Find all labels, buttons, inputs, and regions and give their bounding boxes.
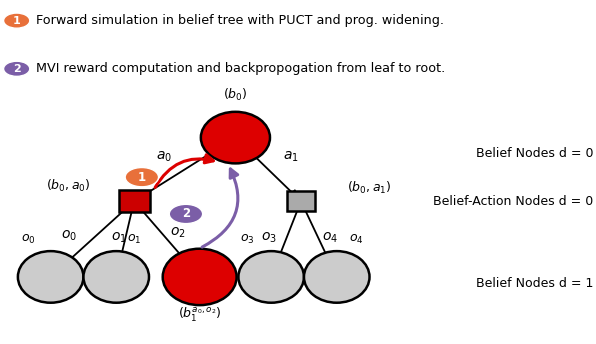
Text: $o_3$: $o_3$ bbox=[240, 233, 254, 246]
Text: Belief-Action Nodes d = 0: Belief-Action Nodes d = 0 bbox=[433, 195, 593, 208]
Ellipse shape bbox=[18, 251, 83, 303]
Text: $a_1$: $a_1$ bbox=[283, 149, 299, 164]
Circle shape bbox=[4, 61, 30, 76]
Text: Belief Nodes d = 1: Belief Nodes d = 1 bbox=[476, 277, 593, 290]
Text: $(b_0)$: $(b_0)$ bbox=[223, 87, 248, 103]
Text: $(b_0, a_1)$: $(b_0, a_1)$ bbox=[347, 180, 392, 195]
Circle shape bbox=[169, 204, 203, 224]
Text: 1: 1 bbox=[138, 171, 146, 184]
FancyBboxPatch shape bbox=[287, 191, 315, 211]
Text: $o_1$: $o_1$ bbox=[127, 233, 141, 246]
Circle shape bbox=[4, 13, 30, 28]
Text: $o_0$: $o_0$ bbox=[61, 228, 76, 243]
Text: 2: 2 bbox=[13, 64, 21, 74]
Text: Belief Nodes d = 0: Belief Nodes d = 0 bbox=[476, 147, 593, 160]
Text: $o_2$: $o_2$ bbox=[170, 226, 185, 240]
Ellipse shape bbox=[201, 112, 270, 163]
Text: $o_1$: $o_1$ bbox=[111, 231, 127, 245]
Text: Forward simulation in belief tree with PUCT and prog. widening.: Forward simulation in belief tree with P… bbox=[36, 14, 444, 27]
Text: $(b_1^{a_0,o_2})$: $(b_1^{a_0,o_2})$ bbox=[178, 305, 221, 324]
Text: $o_0$: $o_0$ bbox=[21, 233, 36, 246]
Text: $o_4$: $o_4$ bbox=[349, 233, 364, 246]
Text: 1: 1 bbox=[13, 15, 21, 26]
FancyBboxPatch shape bbox=[119, 190, 150, 213]
Text: $(b_0, a_0)$: $(b_0, a_0)$ bbox=[46, 178, 91, 194]
Ellipse shape bbox=[83, 251, 149, 303]
Text: MVI reward computation and backpropogation from leaf to root.: MVI reward computation and backpropogati… bbox=[36, 62, 445, 75]
Ellipse shape bbox=[238, 251, 304, 303]
Text: $a_0$: $a_0$ bbox=[156, 149, 172, 164]
Ellipse shape bbox=[163, 249, 237, 305]
Ellipse shape bbox=[304, 251, 370, 303]
Text: $o_3$: $o_3$ bbox=[262, 230, 277, 245]
Text: 2: 2 bbox=[182, 207, 190, 221]
Circle shape bbox=[125, 168, 159, 187]
Text: $o_4$: $o_4$ bbox=[322, 230, 337, 245]
